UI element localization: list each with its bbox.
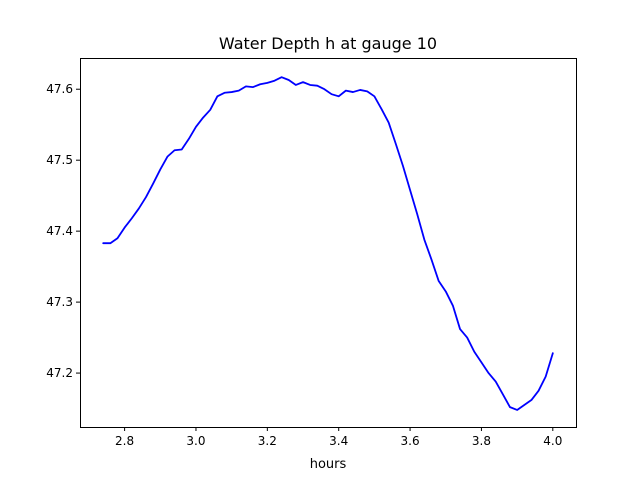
axes-frame <box>80 58 577 428</box>
y-tick-label: 47.5 <box>46 153 73 167</box>
y-tick-label: 47.2 <box>46 366 73 380</box>
series-line <box>102 76 554 411</box>
x-axis: 2.8 3.0 3.2 3.4 3.6 3.8 4.0 <box>115 427 562 448</box>
x-tick-label: 3.2 <box>258 434 277 448</box>
chart-title: Water Depth h at gauge 10 <box>219 34 437 53</box>
y-tick-label: 47.4 <box>46 224 73 238</box>
x-axis-label: hours <box>310 457 347 472</box>
plot-area <box>80 58 577 428</box>
x-tick-label: 4.0 <box>543 434 562 448</box>
y-tick-label: 47.3 <box>46 295 73 309</box>
x-tick-label: 3.0 <box>186 434 205 448</box>
x-tick-label: 3.4 <box>329 434 348 448</box>
x-tick-label: 2.8 <box>115 434 134 448</box>
x-tick-label: 3.8 <box>472 434 491 448</box>
y-tick-label: 47.6 <box>46 82 73 96</box>
y-axis: 47.2 47.3 47.4 47.5 47.6 <box>46 82 80 380</box>
x-tick-label: 3.6 <box>401 434 420 448</box>
